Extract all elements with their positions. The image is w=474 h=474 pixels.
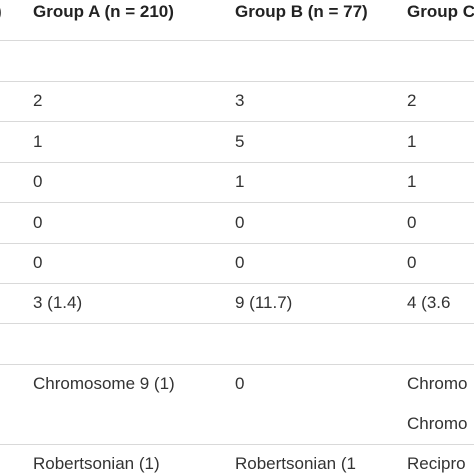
row-divider [0,202,474,203]
row-divider [0,323,474,324]
table-cell: 2 [407,91,417,110]
table-cell: Chromosome 9 (1) [33,374,175,393]
row-divider [0,444,474,445]
table-cell: Chromo [407,374,468,393]
table-cell: 3 (1.4) [33,293,83,312]
header-cell: Group A (n = 210) [33,2,174,21]
row-divider [0,162,474,163]
table-cell: 3 [235,91,245,110]
table-cell: 1 [407,172,417,191]
table-cell: Chromo [407,414,468,433]
table-cell: Robertsonian (1 [235,454,356,473]
table-cell: 0 [33,253,43,272]
table-cell: 0 [407,253,417,272]
table-cell: 0 [235,253,245,272]
table-cell: 1 [407,131,417,151]
table-cell: 0 [33,212,43,232]
table-cell: Robertsonian (1) [33,454,160,473]
table-cell: 1 [235,172,245,191]
row-divider [0,243,474,244]
table-cell: 2 [33,91,43,110]
table-cell: 4 (3.6 [407,293,451,312]
table-cell: 0 [407,212,417,232]
header-cell: Group B (n = 77) [235,2,368,21]
row-divider [0,283,474,284]
row-divider [0,364,474,365]
table-cell: Recipro [407,454,466,473]
row-divider [0,81,474,82]
table-cell: 0 [33,172,43,191]
table-cell: 0 [235,374,245,393]
row-divider [0,121,474,122]
table-cell: 0 [235,212,245,232]
table-cell: 1 [33,131,43,151]
table-cell: 5 [235,131,245,151]
table-cell: 9 (11.7) [235,293,293,312]
header-cell: ) [0,2,2,22]
row-divider [0,40,474,41]
header-cell: Group C [407,2,474,21]
